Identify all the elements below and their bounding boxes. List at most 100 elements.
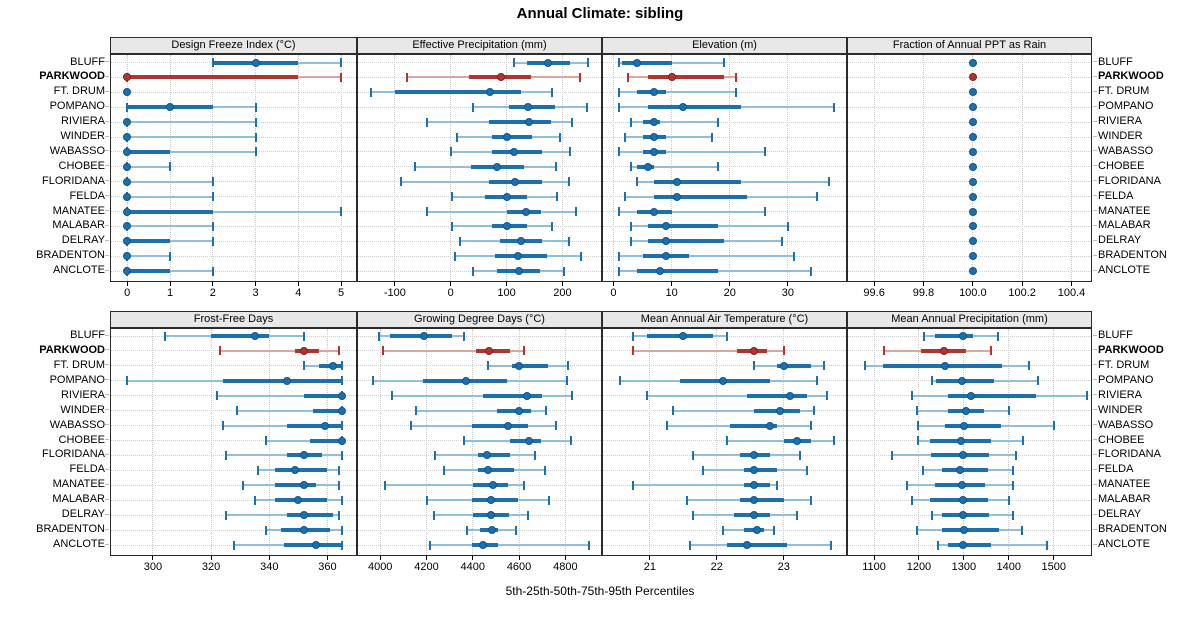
whisker-cap — [425, 117, 428, 127]
iqr-bar-25th-75th — [488, 120, 551, 125]
axis-tick — [716, 556, 718, 560]
median-dot — [488, 481, 497, 490]
whisker-cap — [672, 406, 675, 416]
whisker-cap — [534, 450, 537, 460]
whisker-cap — [555, 162, 558, 172]
iqr-bar-25th-75th — [730, 423, 778, 428]
median-dot — [959, 511, 968, 520]
row-label-left: WABASSO — [49, 418, 105, 431]
whisker-cap — [786, 221, 789, 231]
whisker-cap — [224, 510, 227, 520]
whisker-cap — [996, 331, 999, 341]
axis-tick-label: 0 — [124, 287, 131, 299]
whisker-cap — [409, 421, 412, 431]
whisker-cap — [580, 251, 583, 261]
whisker-5th-95th — [225, 454, 343, 457]
gridline-vertical — [649, 329, 651, 555]
whisker-cap — [692, 450, 695, 460]
whisker-cap — [555, 192, 558, 202]
row-tick-right — [1093, 543, 1097, 545]
whisker-cap — [796, 510, 799, 520]
median-dot — [123, 88, 132, 97]
whisker-5th-95th — [625, 136, 713, 138]
median-dot — [779, 361, 788, 370]
whisker-cap — [562, 266, 565, 276]
axis-tick — [783, 556, 785, 560]
gridline-horizontal — [603, 166, 846, 168]
whisker-cap — [776, 480, 779, 490]
axis-tick — [612, 282, 614, 286]
whisker-cap — [618, 266, 621, 276]
whisker-cap — [586, 58, 589, 67]
row-tick-right — [1093, 528, 1097, 530]
whisker-cap — [711, 132, 714, 142]
whisker-cap — [341, 450, 344, 460]
whisker-cap — [571, 391, 574, 401]
panel-plot-frost-free-days — [110, 328, 357, 556]
axis-tick-label: 100.4 — [1057, 287, 1086, 299]
whisker-cap — [832, 436, 835, 445]
row-label-right: DELRAY — [1098, 234, 1142, 247]
gridline-horizontal — [111, 196, 356, 198]
median-dot — [291, 466, 300, 475]
median-dot — [959, 421, 968, 430]
row-tick-right — [1093, 439, 1097, 440]
median-dot — [958, 376, 967, 385]
row-label-right: FLORIDANA — [1098, 448, 1161, 461]
row-tick-left — [105, 543, 109, 545]
gridline-vertical — [210, 329, 212, 555]
median-dot — [752, 526, 761, 535]
iqr-bar-25th-75th — [478, 453, 510, 458]
whisker-cap — [1045, 540, 1048, 550]
whisker-cap — [211, 266, 214, 276]
median-dot — [329, 361, 338, 370]
gridline-vertical — [450, 55, 452, 281]
whisker-5th-95th — [630, 121, 719, 124]
whisker-cap — [618, 251, 621, 261]
whisker-5th-95th — [266, 439, 343, 442]
whisker-5th-95th — [383, 349, 525, 352]
whisker-cap — [338, 346, 341, 356]
axis-tick — [671, 282, 673, 286]
iqr-bar-25th-75th — [275, 468, 328, 473]
median-dot — [966, 391, 975, 400]
whisker-5th-95th — [127, 270, 213, 273]
row-tick-right — [1093, 210, 1097, 211]
gridline-vertical — [472, 329, 474, 555]
row-tick-left — [105, 439, 109, 440]
panel-plot-mean-annual-air-temperature — [602, 328, 847, 556]
whisker-cap — [629, 117, 632, 127]
median-dot — [749, 481, 758, 490]
median-dot — [650, 147, 659, 156]
whisker-cap — [689, 540, 692, 550]
row-label-left: MANATEE — [52, 478, 105, 491]
axis-tick-label: 4600 — [506, 561, 532, 573]
axis-tick-label: 100.2 — [1008, 287, 1036, 299]
median-dot — [766, 421, 775, 430]
median-dot — [679, 332, 688, 340]
whisker-cap — [734, 72, 737, 82]
whisker-cap — [242, 480, 245, 490]
median-dot — [123, 252, 132, 261]
whisker-cap — [456, 132, 459, 142]
whisker-cap — [772, 525, 775, 535]
whisker-cap — [722, 525, 725, 535]
whisker-cap — [384, 480, 387, 490]
row-label-right: BLUFF — [1098, 55, 1133, 68]
axis-tick — [922, 282, 924, 286]
whisker-cap — [626, 72, 629, 82]
whisker-5th-95th — [619, 255, 794, 258]
whisker-cap — [864, 361, 867, 371]
median-dot — [461, 376, 470, 385]
row-tick-right — [1093, 61, 1097, 62]
median-dot — [123, 147, 132, 156]
row-tick-left — [105, 105, 109, 107]
whisker-cap — [815, 192, 818, 202]
whisker-cap — [211, 236, 214, 246]
gridline-horizontal — [603, 121, 846, 123]
whisker-cap — [882, 346, 885, 356]
whisker-cap — [923, 331, 926, 341]
row-tick-left — [105, 409, 109, 411]
row-tick-left — [105, 349, 109, 351]
whisker-cap — [463, 331, 466, 341]
